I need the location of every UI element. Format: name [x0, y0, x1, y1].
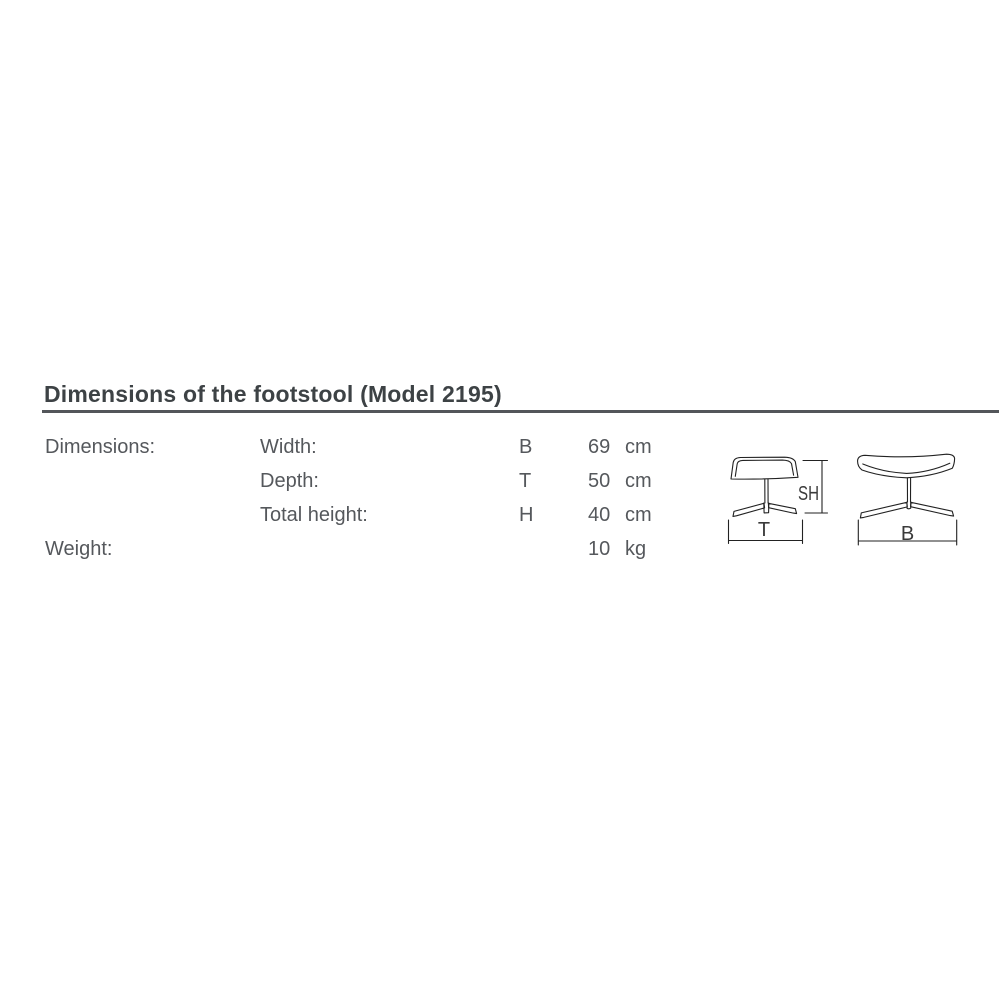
spec-value: 50 — [588, 470, 611, 492]
spec-value: 40 — [588, 504, 611, 526]
spec-row-label: Width: — [260, 436, 317, 458]
spec-row-group — [45, 498, 260, 532]
width-dimension-label: B — [901, 523, 914, 545]
base-right-leg-side — [767, 502, 798, 515]
spec-table: Dimensions: Width: B 69 cm Depth: T 50 c… — [45, 430, 685, 566]
base-left-leg-side — [732, 502, 766, 517]
spec-value: 69 — [588, 436, 611, 458]
depth-dimension-label: T — [758, 519, 770, 541]
spec-row-group: Weight: — [45, 538, 113, 560]
width-dimension-line — [857, 519, 958, 546]
footstool-side-view-diagram: SH T — [727, 456, 829, 545]
spec-symbol: H — [519, 504, 534, 526]
depth-dimension-line — [727, 519, 804, 545]
spec-row-group: Dimensions: — [45, 436, 156, 458]
base-center-leg-front — [906, 501, 912, 510]
cushion-front-outline — [857, 453, 956, 479]
spec-row-label: Depth: — [260, 470, 319, 492]
seat-height-dimension-label: SH — [798, 483, 819, 505]
spec-symbol: T — [519, 470, 532, 492]
cushion-side-seam — [734, 459, 795, 477]
spec-symbol — [519, 532, 588, 566]
title-rule — [42, 410, 999, 413]
cushion-front-seam — [862, 462, 951, 474]
spec-unit: cm — [625, 504, 652, 526]
page-title: Dimensions of the footstool (Model 2195) — [44, 381, 502, 407]
base-left-leg-front — [859, 501, 908, 519]
spec-unit: kg — [625, 538, 647, 560]
seat-height-dimension-line — [802, 459, 829, 514]
base-right-leg-front — [910, 501, 955, 517]
spec-symbol: B — [519, 436, 533, 458]
spec-row-group — [45, 464, 260, 498]
cushion-side-outline — [730, 456, 799, 480]
spec-unit: cm — [625, 470, 652, 492]
spec-row-label — [260, 532, 519, 566]
spec-unit: cm — [625, 436, 652, 458]
pedestal-column-side — [764, 478, 769, 504]
footstool-front-view-diagram: B — [857, 453, 958, 546]
pedestal-column-front — [906, 477, 912, 503]
spec-row-label: Total height: — [260, 504, 368, 526]
spec-value: 10 — [588, 538, 611, 560]
